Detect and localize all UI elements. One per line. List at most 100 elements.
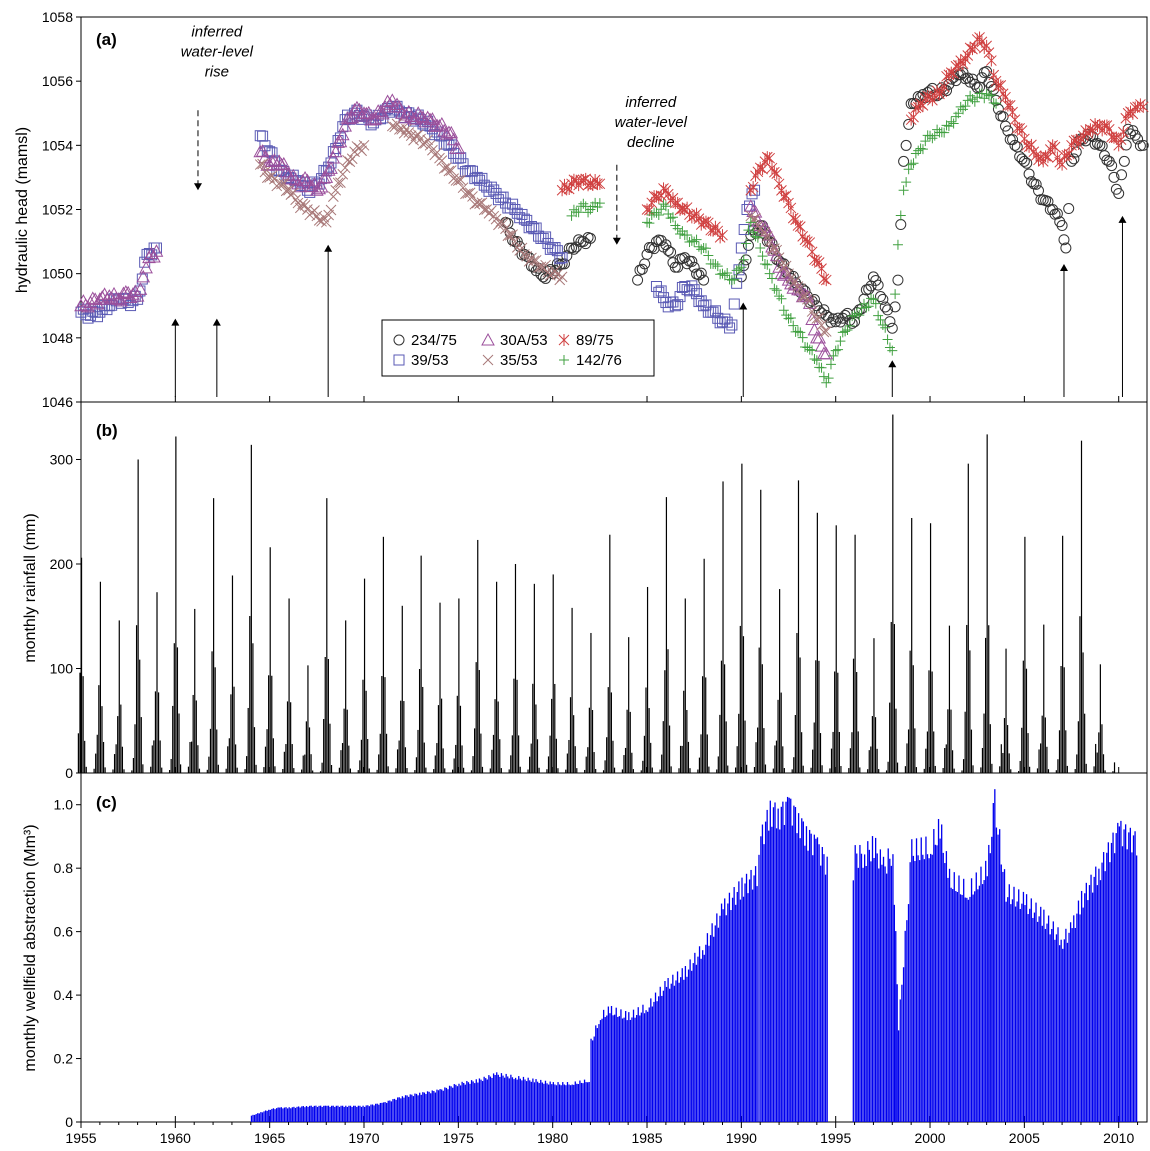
abstraction-bar <box>459 1085 462 1122</box>
head-point-234-75 <box>672 261 684 273</box>
abstraction-bar <box>865 865 867 1122</box>
rainfall-bar <box>859 767 861 773</box>
abstraction-bar <box>953 872 955 1122</box>
rainfall-bar <box>667 649 669 773</box>
abstraction-bar <box>783 824 786 1122</box>
abstraction-bar <box>560 1085 562 1122</box>
rainfall-bar <box>461 745 463 773</box>
rainfall-bar <box>159 740 161 773</box>
abstraction-bar <box>955 891 957 1122</box>
panel-a-y-tick-label: 1048 <box>42 330 73 346</box>
rainfall-bar <box>950 709 952 773</box>
head-point-234-75 <box>981 66 993 78</box>
abstraction-bar <box>656 1001 658 1122</box>
abstraction-bar <box>351 1106 353 1122</box>
rainfall-bar <box>631 752 633 773</box>
abstraction-bar <box>705 944 707 1122</box>
abstraction-bar <box>667 978 669 1122</box>
abstraction-bar <box>376 1103 378 1122</box>
rainfall-bar <box>742 636 745 773</box>
rainfall-bar <box>477 539 479 773</box>
abstraction-bar <box>698 946 701 1122</box>
abstraction-bar <box>1029 908 1031 1122</box>
head-point-142-76 <box>755 243 766 253</box>
abstraction-bar <box>868 849 871 1122</box>
abstraction-bar <box>1021 903 1023 1122</box>
head-point-89-75 <box>745 184 757 197</box>
abstraction-bar <box>497 1074 499 1122</box>
rise-arrow-head <box>171 318 180 326</box>
rainfall-bar <box>812 749 814 773</box>
abstraction-bar <box>626 1020 628 1122</box>
abstraction-bar <box>724 898 726 1122</box>
abstraction-bar <box>899 999 901 1122</box>
abstraction-bar <box>450 1086 452 1122</box>
abstraction-bar <box>554 1084 556 1122</box>
rainfall-bar <box>934 765 936 773</box>
head-point-234-75 <box>669 261 681 273</box>
rainfall-bar <box>80 557 83 773</box>
head-point-142-76 <box>762 259 773 270</box>
rainfall-bar <box>519 766 521 773</box>
abstraction-bar <box>664 981 666 1122</box>
rainfall-bar <box>819 733 822 773</box>
head-point-142-76 <box>825 359 836 370</box>
head-point-30A-53 <box>819 346 834 360</box>
rainfall-bar <box>626 709 628 773</box>
abstraction-bar <box>535 1079 537 1122</box>
rainfall-bar <box>151 745 153 773</box>
rainfall-bar <box>876 748 878 773</box>
rainfall-bar <box>178 713 180 773</box>
abstraction-bar <box>917 855 919 1122</box>
abstraction-bar <box>469 1083 471 1122</box>
abstraction-bar <box>1126 849 1128 1122</box>
abstraction-bar <box>859 844 861 1122</box>
rainfall-bar <box>662 721 664 773</box>
head-point-234-75 <box>1118 155 1130 167</box>
head-point-142-76 <box>726 275 737 286</box>
abstraction-bar <box>381 1102 383 1122</box>
head-point-89-75 <box>702 216 714 229</box>
abstraction-bar <box>709 935 712 1122</box>
rainfall-bar <box>758 647 760 773</box>
abstraction-bar <box>297 1106 300 1122</box>
abstraction-bar <box>502 1075 504 1122</box>
rainfall-bar <box>885 770 888 773</box>
head-point-142-76 <box>764 268 775 279</box>
abstraction-bar <box>428 1091 430 1122</box>
rainfall-bar <box>1074 769 1076 773</box>
rainfall-bar <box>365 690 367 773</box>
head-point-142-76 <box>785 312 796 323</box>
rainfall-bar <box>1022 660 1024 773</box>
abstraction-bar <box>1069 922 1072 1122</box>
rainfall-bar <box>304 754 306 773</box>
abstraction-bar <box>544 1080 547 1122</box>
head-point-142-76 <box>856 303 867 314</box>
head-point-30A-53 <box>376 106 390 120</box>
abstraction-bar <box>513 1079 515 1122</box>
abstraction-bar <box>1060 939 1062 1122</box>
rainfall-bar <box>137 459 139 773</box>
rainfall-bar <box>263 767 265 773</box>
rainfall-bar <box>1077 721 1079 773</box>
abstraction-bar <box>602 1009 605 1122</box>
abstraction-bar <box>1082 907 1084 1122</box>
abstraction-bar <box>579 1080 581 1122</box>
rise-arrow-head <box>1059 264 1068 272</box>
head-point-30A-53 <box>359 106 374 120</box>
abstraction-bar <box>401 1096 404 1122</box>
head-point-142-76 <box>658 199 669 210</box>
abstraction-bar <box>375 1103 377 1122</box>
head-point-35-53 <box>391 118 403 130</box>
head-point-39-53 <box>554 253 566 265</box>
abstraction-bar <box>907 904 910 1122</box>
rainfall-bar <box>1018 771 1020 773</box>
abstraction-bar <box>312 1106 314 1122</box>
head-point-35-53 <box>533 262 544 273</box>
abstraction-bar <box>786 796 789 1122</box>
rainfall-bar <box>415 757 418 773</box>
abstraction-bar <box>944 863 946 1122</box>
rainfall-bar <box>549 735 551 773</box>
rainfall-bar <box>799 657 801 773</box>
abstraction-bar <box>444 1087 446 1122</box>
